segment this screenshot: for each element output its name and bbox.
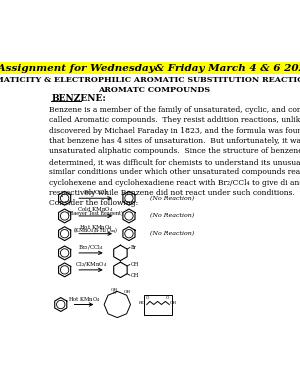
Text: OH: OH [130,262,139,267]
Text: Hot KMnO$_4$: Hot KMnO$_4$ [79,223,113,232]
Text: Reading Assignment for Wednesday& Friday March 4 & 6 2020 Classes: Reading Assignment for Wednesday& Friday… [0,64,300,73]
Text: (Baeyer Test Reagent): (Baeyer Test Reagent) [68,211,123,216]
Text: (No Reaction): (No Reaction) [150,196,194,201]
Text: O: O [146,296,149,300]
Text: HO: HO [139,301,146,305]
Text: Benzene is a member of the family of unsaturated, cyclic, and conjugated compoun: Benzene is a member of the family of uns… [49,106,300,208]
Text: Hot KMnO$_4$: Hot KMnO$_4$ [68,294,100,303]
Text: Br$_2$/CCl$_4$: Br$_2$/CCl$_4$ [78,243,104,252]
Text: OH: OH [111,288,118,292]
Text: AROMATICITY & ELECTROPHILIC AROMATIC SUBSTITUTION REACTIONS OF
AROMATC COMPOUNDS: AROMATICITY & ELECTROPHILIC AROMATIC SUB… [0,76,300,94]
Text: Cl$_2$/KMnO$_4$: Cl$_2$/KMnO$_4$ [75,260,107,269]
Text: O: O [166,296,169,300]
Text: Cold KMnO$_4$: Cold KMnO$_4$ [77,205,114,214]
Text: OH: OH [130,273,139,278]
Text: (No Reaction): (No Reaction) [150,213,194,218]
Text: OH: OH [170,301,177,305]
Text: (KMnO$_4$/h$\cdot$H$_2$O$_{aq}$): (KMnO$_4$/h$\cdot$H$_2$O$_{aq}$) [73,225,118,237]
Text: OH: OH [124,290,130,294]
Text: Br: Br [130,245,136,249]
Bar [145,294,172,315]
Text: BENZENE:: BENZENE: [52,94,106,104]
Text: O: O [112,291,116,295]
Text: Br$_2$/CCl$_4$: Br$_2$/CCl$_4$ [83,189,109,197]
Text: (No Reaction): (No Reaction) [150,231,194,236]
